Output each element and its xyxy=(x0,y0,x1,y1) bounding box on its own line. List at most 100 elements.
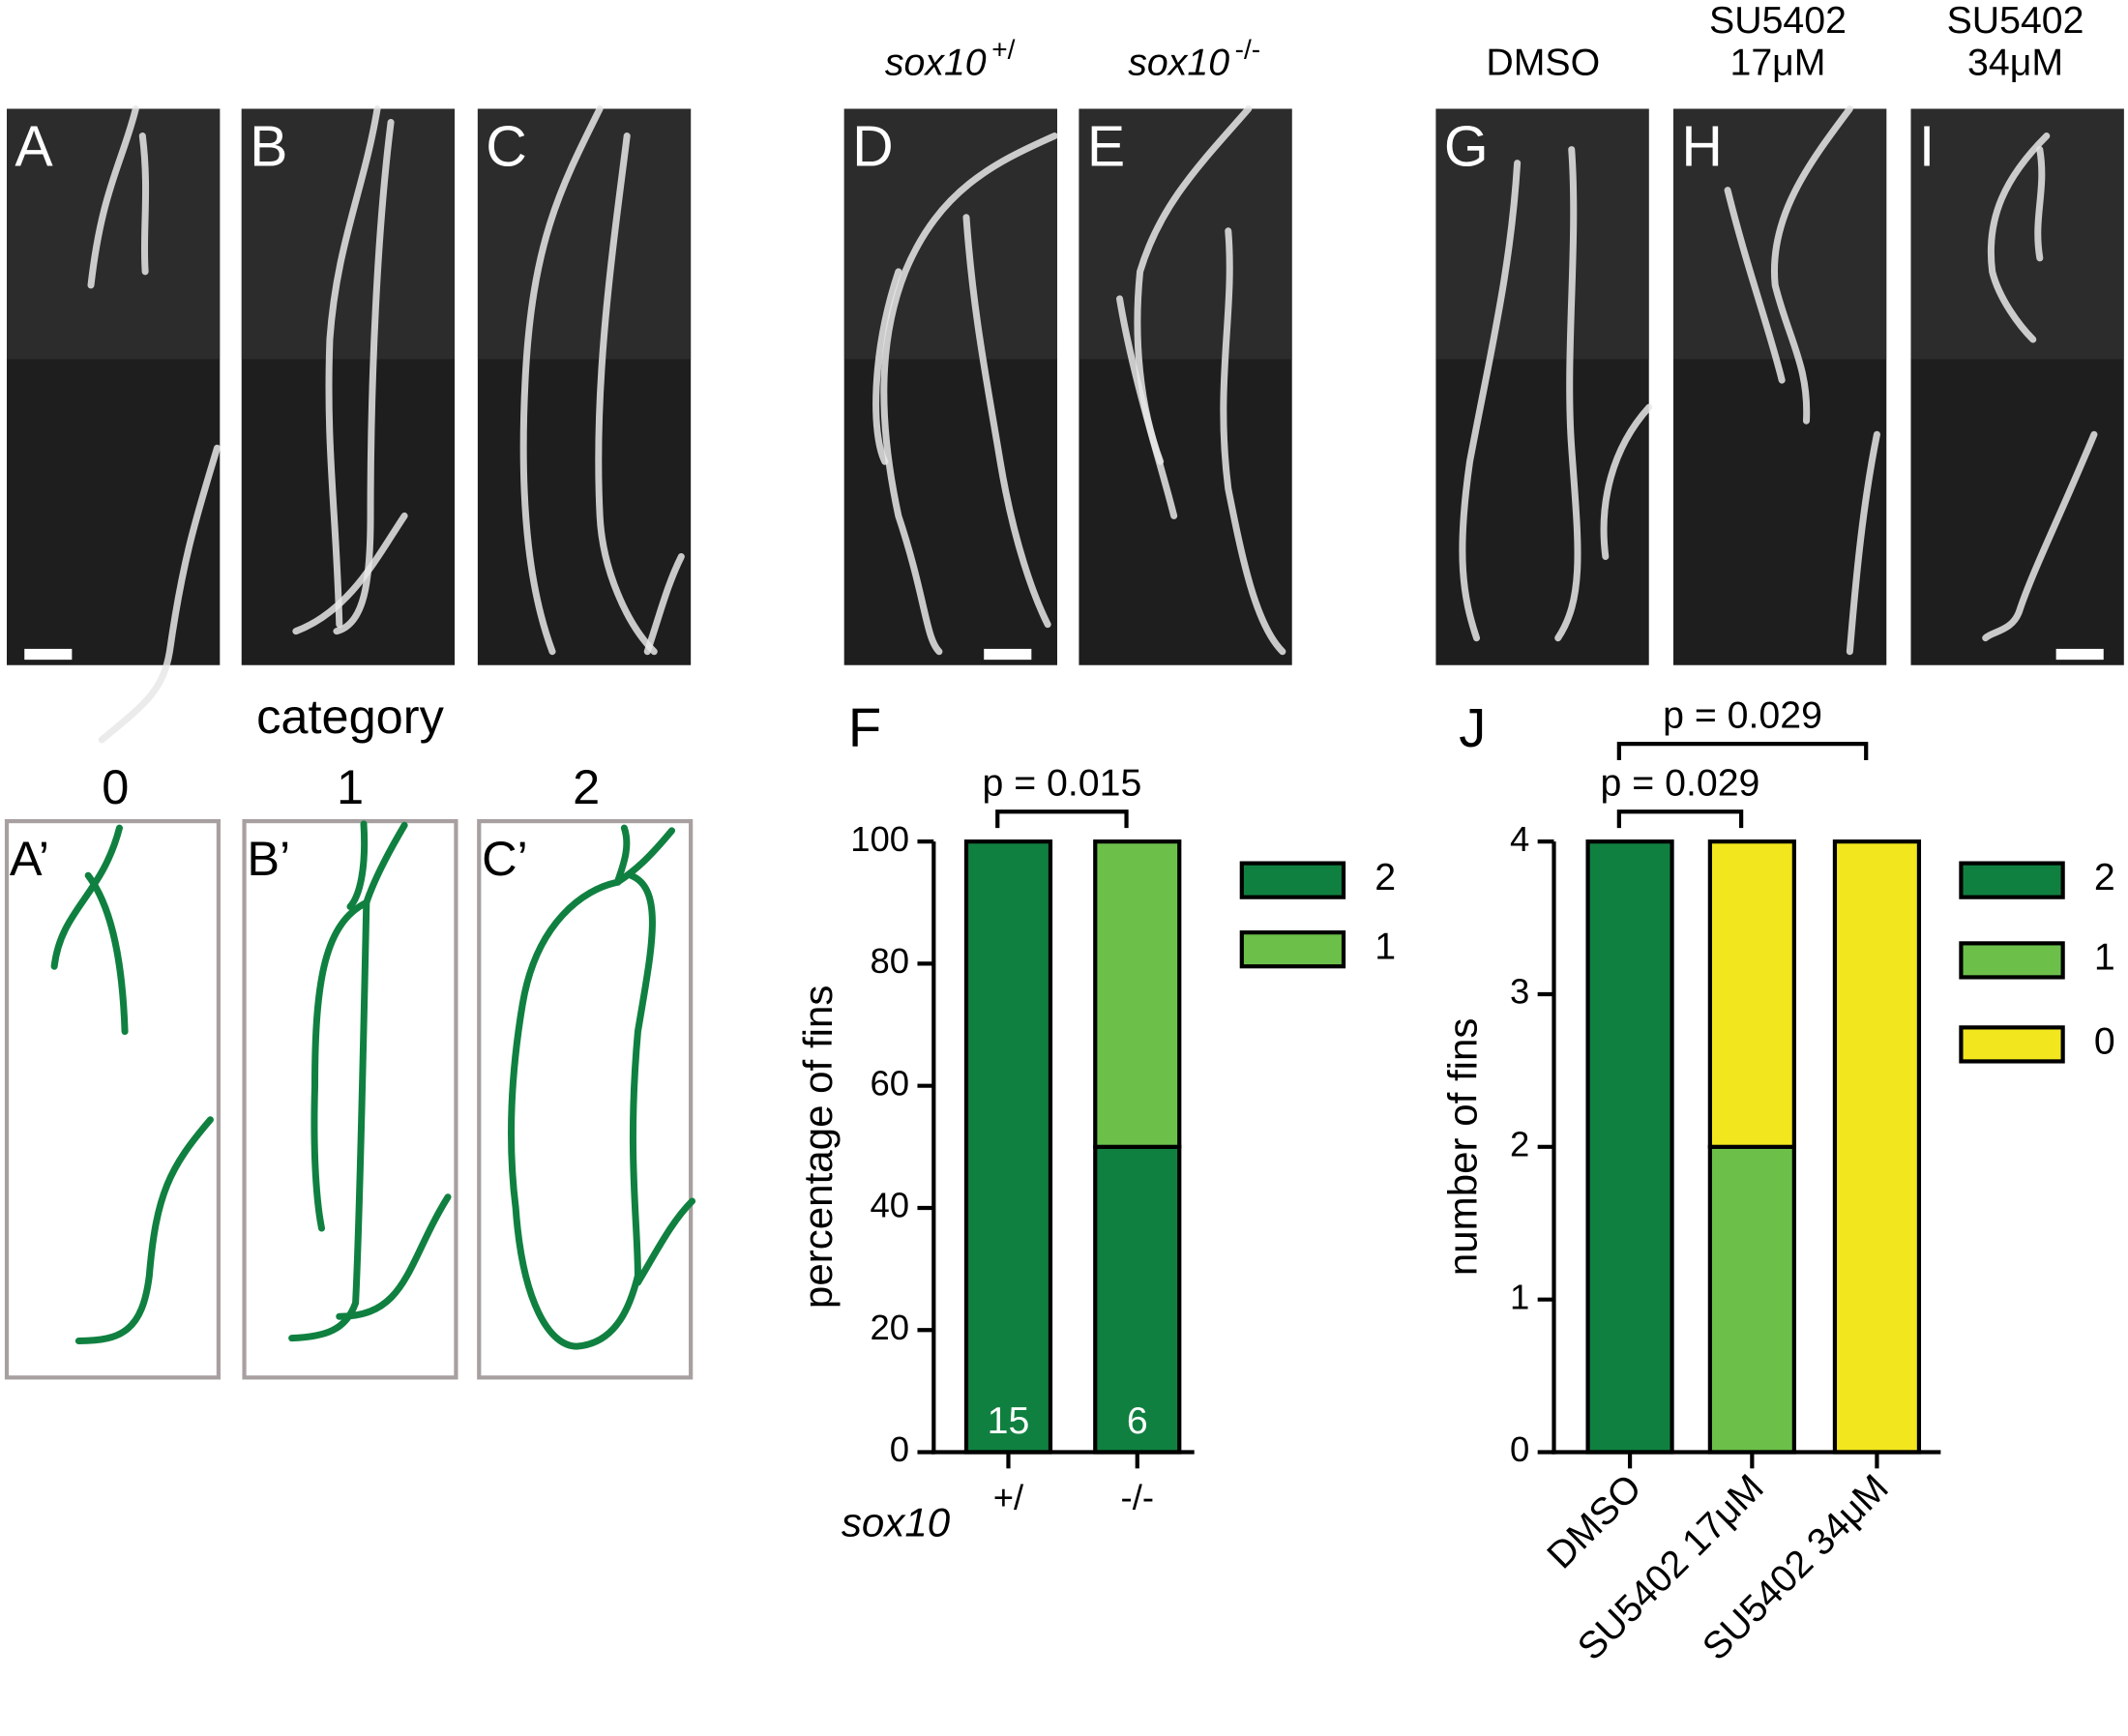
category-number: 0 xyxy=(102,759,129,814)
bar-segment xyxy=(1707,839,1796,1149)
micrograph-glow xyxy=(1435,108,1649,360)
nerve-fiber xyxy=(1846,430,1880,656)
y-axis-label: percentage of fins xyxy=(795,986,841,1309)
diagram-box xyxy=(4,818,221,1380)
diagram-title: category xyxy=(256,689,444,744)
bar-label: 15 xyxy=(988,1399,1030,1442)
nerve-fiber xyxy=(292,512,408,635)
column-header: SU5402 xyxy=(1709,0,1847,42)
micrograph-glow xyxy=(1079,108,1292,360)
nerve-drawing xyxy=(336,1193,452,1320)
significance-bracket xyxy=(1616,809,1744,829)
bar-segment xyxy=(1707,1144,1796,1455)
legend-label: 2 xyxy=(2094,856,2115,898)
legend-label: 0 xyxy=(2094,1020,2115,1063)
y-tick-label: 20 xyxy=(870,1308,909,1347)
y-tick-label: 0 xyxy=(1510,1429,1529,1469)
nerve-fiber xyxy=(872,268,902,465)
nerve-fiber xyxy=(1770,104,1853,425)
legend-swatch xyxy=(1239,930,1346,969)
column-header: sox10 +/ xyxy=(885,35,1016,84)
bar-segment xyxy=(1093,839,1182,1149)
nerve-fiber xyxy=(1459,160,1522,642)
panel-label: D xyxy=(852,115,894,178)
significance-bracket xyxy=(995,809,1129,829)
bar-segment xyxy=(1093,1144,1182,1455)
category-number: 2 xyxy=(573,759,600,814)
nerve-fiber xyxy=(1554,146,1581,642)
nerve-drawing xyxy=(634,1197,696,1286)
column-header: sox10 -/- xyxy=(1128,35,1260,84)
nerve-drawing xyxy=(50,824,123,970)
legend-label: 1 xyxy=(1374,925,1396,967)
scale-bar xyxy=(2055,648,2104,661)
nerve-fiber xyxy=(1116,295,1178,519)
panel-label: A xyxy=(15,115,53,178)
nerve-fiber xyxy=(643,552,685,656)
p-value: p = 0.015 xyxy=(982,761,1141,804)
p-value: p = 0.029 xyxy=(1601,761,1760,804)
nerve-fiber xyxy=(87,104,139,289)
y-tick-label: 40 xyxy=(870,1186,909,1225)
gene-name: sox10 xyxy=(885,41,987,83)
legend-label: 2 xyxy=(1374,856,1396,898)
micrograph-glow xyxy=(477,108,692,360)
y-tick-label: 60 xyxy=(870,1063,909,1103)
nerve-fiber xyxy=(333,119,395,635)
nerve-fiber xyxy=(1724,187,1786,384)
genotype: -/- xyxy=(1235,35,1260,65)
bar-segment xyxy=(1585,839,1674,1455)
legend-swatch xyxy=(1239,861,1346,899)
bar-segment xyxy=(1832,839,1922,1455)
nerve-drawing xyxy=(84,871,129,1036)
panel-label: E xyxy=(1087,115,1125,178)
scale-bar xyxy=(24,648,73,661)
column-header: DMSO xyxy=(1486,41,1600,83)
x-axis-label: sox10 xyxy=(842,1500,951,1545)
nerve-drawing xyxy=(310,821,408,1232)
scale-bar xyxy=(984,648,1032,661)
category-number: 1 xyxy=(337,759,364,814)
y-tick-label: 80 xyxy=(870,941,909,981)
bar-segment xyxy=(963,839,1053,1455)
nerve-fiber xyxy=(1982,430,2098,642)
nerve-fiber xyxy=(880,132,1058,656)
nerve-fiber xyxy=(962,214,1051,629)
significance-bracket xyxy=(1616,742,1869,760)
micrograph-glow xyxy=(7,108,221,360)
panel-label: J xyxy=(1459,697,1486,758)
nerve-fiber xyxy=(519,104,604,656)
nerve-drawing xyxy=(613,827,676,886)
nerve-fiber xyxy=(1600,403,1653,561)
nerve-drawing xyxy=(288,898,370,1342)
bar-label: 6 xyxy=(1127,1399,1148,1442)
nerve-fiber xyxy=(138,132,150,276)
panel-label: B xyxy=(250,115,287,178)
nerve-drawing xyxy=(346,820,369,910)
panel-label: I xyxy=(1919,115,1935,178)
nerve-fiber xyxy=(325,104,381,629)
panel-label: F xyxy=(848,697,881,758)
y-tick-label: 0 xyxy=(890,1429,909,1469)
legend-swatch xyxy=(1959,1025,2065,1064)
column-header: SU5402 xyxy=(1947,0,2084,42)
gene-name: sox10 xyxy=(1128,41,1229,83)
panel-label: A’ xyxy=(10,831,49,886)
nerve-fiber xyxy=(98,444,221,744)
y-tick-label: 1 xyxy=(1510,1277,1529,1316)
legend-swatch xyxy=(1959,861,2065,899)
y-tick-label: 2 xyxy=(1510,1124,1529,1163)
legend-label: 1 xyxy=(2094,936,2115,979)
diagram-box xyxy=(477,818,694,1380)
nerve-drawing xyxy=(74,1116,214,1344)
nerve-fiber xyxy=(1987,132,2051,343)
y-tick-label: 100 xyxy=(850,819,909,859)
p-value: p = 0.029 xyxy=(1663,693,1822,736)
panel-label: G xyxy=(1444,115,1489,178)
y-tick-label: 4 xyxy=(1510,819,1529,859)
column-header: 34μM xyxy=(1967,41,2063,83)
nerve-fiber xyxy=(1220,227,1286,656)
y-axis-label: number of fins xyxy=(1439,1018,1485,1277)
panel-label: C’ xyxy=(482,831,528,886)
